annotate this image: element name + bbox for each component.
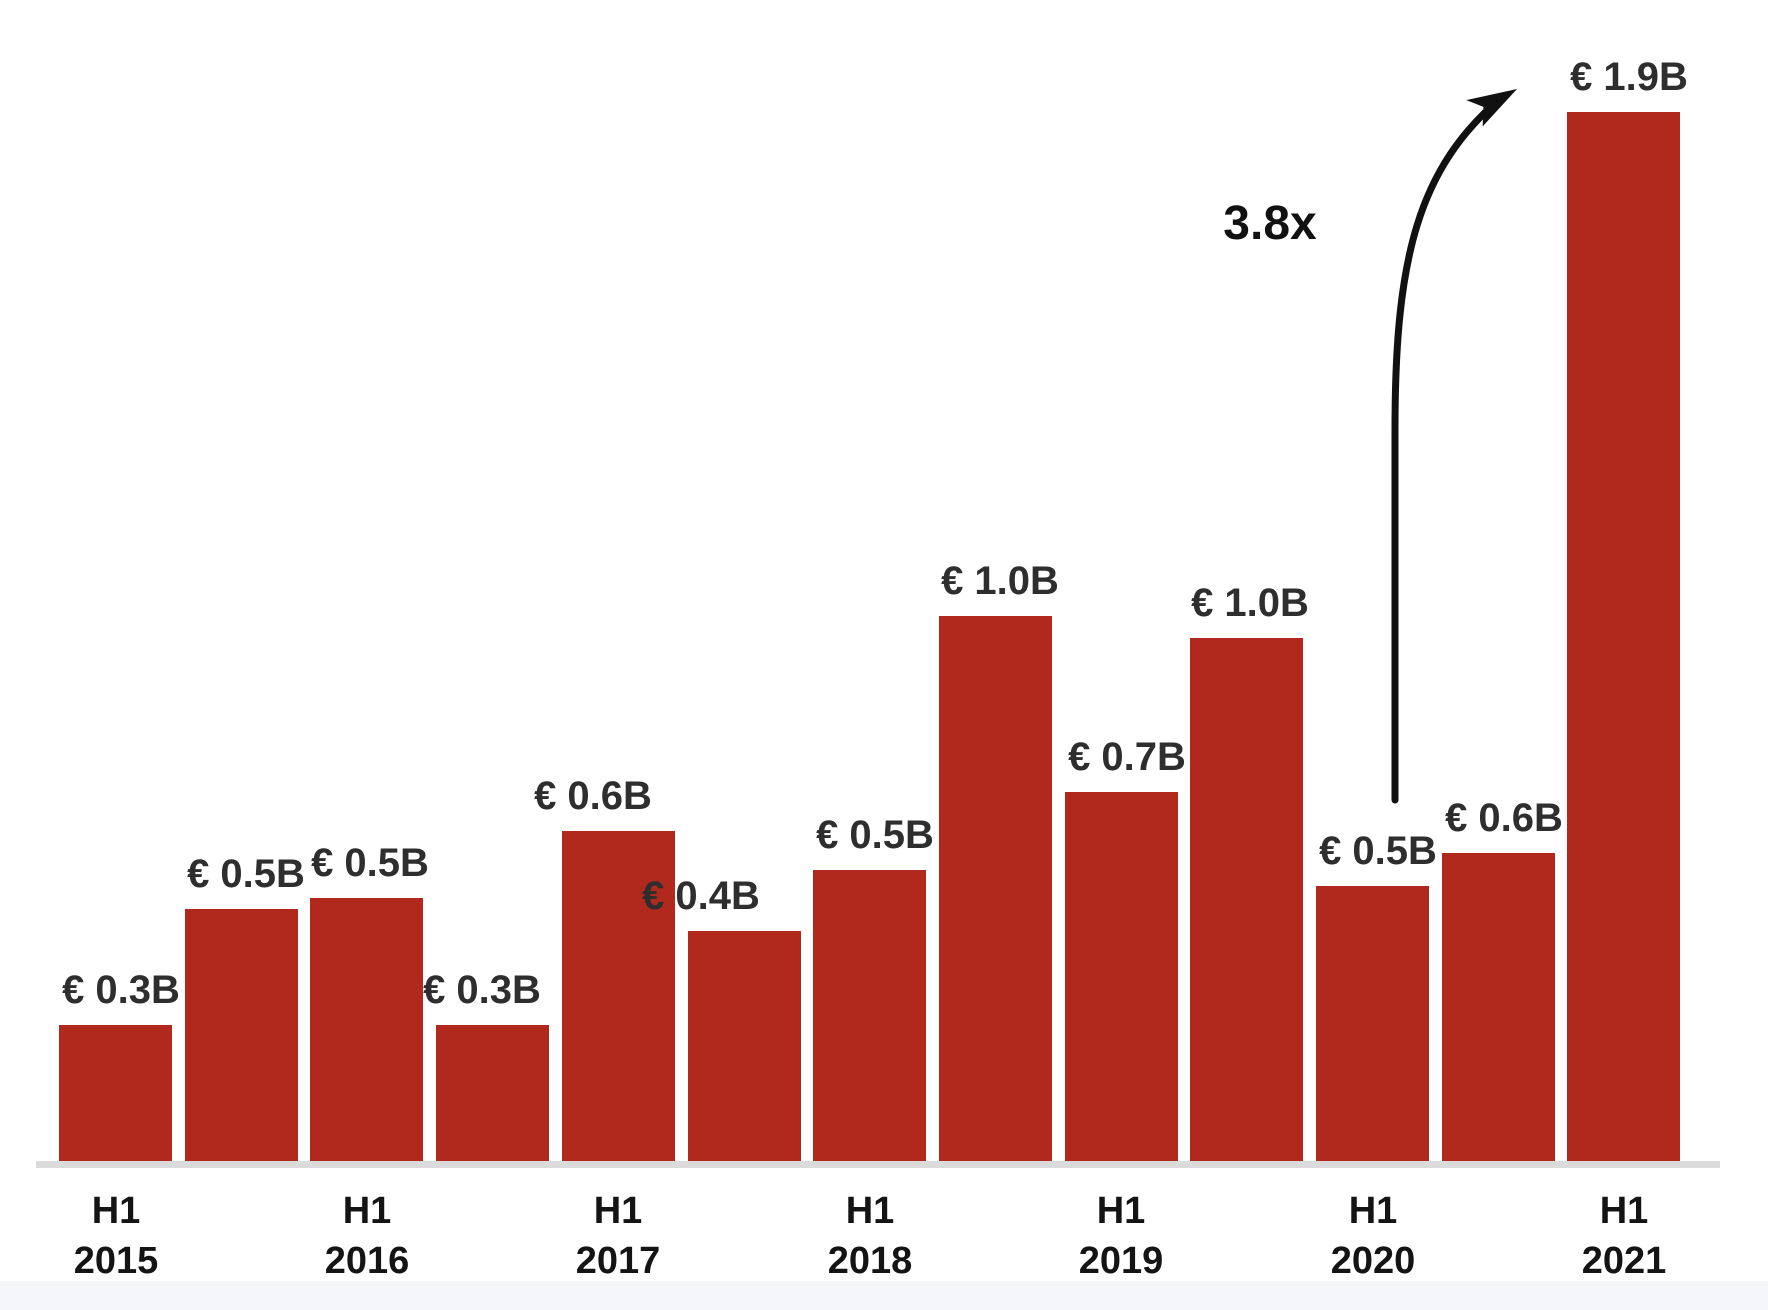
growth-multiple-label: 3.8x xyxy=(1223,197,1317,250)
bar-h1-2015 xyxy=(59,1025,172,1163)
bar-value-label: € 0.4B xyxy=(642,874,760,918)
x-tick-period: H1 xyxy=(1348,1190,1398,1232)
x-tick-period: H1 xyxy=(342,1190,392,1232)
bar-h2-2015 xyxy=(185,909,298,1163)
bar-value-label: € 0.5B xyxy=(311,841,429,885)
x-tick-year: 2017 xyxy=(575,1240,661,1282)
bar-h1-2019 xyxy=(1065,792,1178,1163)
footer-strip xyxy=(0,1281,1768,1310)
x-tick-label-2019: H1 2019 xyxy=(1011,1186,1231,1286)
bar-h1-2016 xyxy=(310,898,423,1163)
bar-value-label: € 1.0B xyxy=(1191,581,1309,625)
x-tick-year: 2019 xyxy=(1078,1240,1164,1282)
bar-value-label: € 0.5B xyxy=(816,813,934,857)
x-tick-year: 2015 xyxy=(73,1240,159,1282)
bar-h2-2017 xyxy=(688,931,801,1163)
bar-value-label: € 0.5B xyxy=(187,852,305,896)
x-tick-year: 2021 xyxy=(1581,1240,1667,1282)
x-tick-period: H1 xyxy=(593,1190,643,1232)
bar-h1-2017 xyxy=(562,831,675,1163)
x-tick-label-2016: H1 2016 xyxy=(257,1186,477,1286)
x-tick-period: H1 xyxy=(845,1190,895,1232)
bar-value-label: € 0.6B xyxy=(1445,796,1563,840)
x-axis-line xyxy=(36,1161,1720,1168)
bar-h1-2021 xyxy=(1567,112,1680,1163)
bar-h2-2016 xyxy=(436,1025,549,1163)
x-tick-period: H1 xyxy=(91,1190,141,1232)
bar-h2-2020 xyxy=(1442,853,1555,1163)
bar-value-label: € 0.5B xyxy=(1319,829,1437,873)
bar-h1-2018 xyxy=(813,870,926,1163)
x-tick-label-2017: H1 2017 xyxy=(508,1186,728,1286)
x-tick-label-2021: H1 2021 xyxy=(1514,1186,1734,1286)
x-tick-period: H1 xyxy=(1096,1190,1146,1232)
bar-value-label: € 1.9B xyxy=(1570,55,1688,99)
bar-h1-2020 xyxy=(1316,886,1429,1163)
bar-h2-2018 xyxy=(939,616,1052,1163)
bar-h2-2019 xyxy=(1190,638,1303,1163)
x-tick-year: 2016 xyxy=(324,1240,410,1282)
x-tick-year: 2020 xyxy=(1330,1240,1416,1282)
bar-value-label: € 1.0B xyxy=(941,559,1059,603)
x-tick-label-2015: H1 2015 xyxy=(6,1186,226,1286)
x-tick-label-2018: H1 2018 xyxy=(760,1186,980,1286)
x-tick-period: H1 xyxy=(1599,1190,1649,1232)
x-tick-label-2020: H1 2020 xyxy=(1263,1186,1483,1286)
bar-value-label: € 0.6B xyxy=(534,774,652,818)
bar-value-label: € 0.3B xyxy=(62,968,180,1012)
x-tick-year: 2018 xyxy=(827,1240,913,1282)
bar-value-label: € 0.7B xyxy=(1068,735,1186,779)
bar-value-label: € 0.3B xyxy=(423,968,541,1012)
